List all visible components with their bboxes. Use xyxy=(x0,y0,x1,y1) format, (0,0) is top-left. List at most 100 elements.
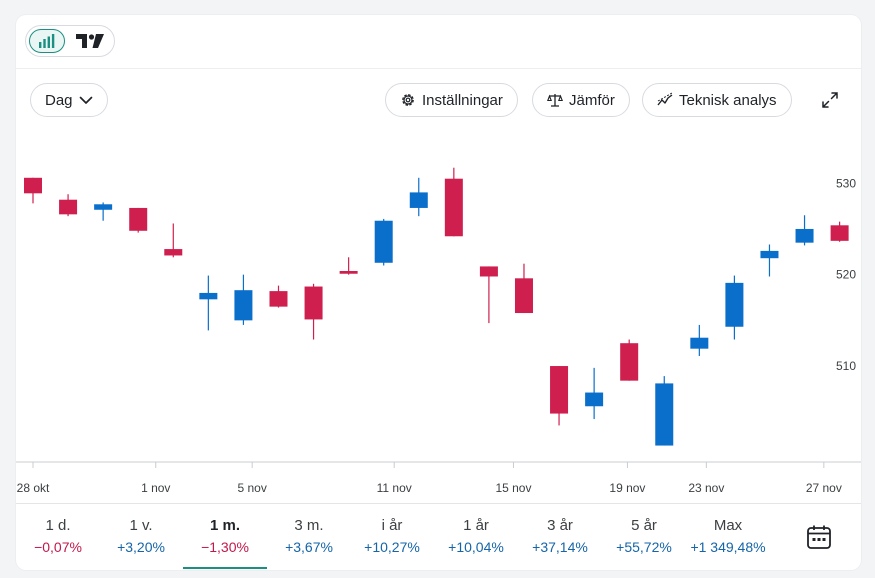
period-tab[interactable]: 3 år +37,14% xyxy=(518,504,602,570)
technical-analysis-label: Teknisk analys xyxy=(679,91,777,109)
candle xyxy=(164,223,183,258)
period-tab-change: +10,04% xyxy=(448,539,504,555)
candle xyxy=(59,194,78,217)
candle-body xyxy=(59,199,78,215)
period-tab-label: Max xyxy=(713,517,743,534)
candle-body xyxy=(234,290,253,321)
period-tab-label: 1 d. xyxy=(45,517,71,534)
candle xyxy=(655,376,674,446)
candle xyxy=(24,177,42,204)
candle-body xyxy=(409,192,428,208)
candle-body xyxy=(830,225,849,241)
period-tab-label: i år xyxy=(381,517,403,534)
period-tab[interactable]: 3 m. +3,67% xyxy=(267,504,351,570)
period-dropdown[interactable]: Dag xyxy=(30,83,108,117)
candle-body xyxy=(655,383,674,446)
candle xyxy=(234,274,253,325)
candle xyxy=(199,275,218,331)
x-tick-label: 23 nov xyxy=(688,481,724,495)
x-tick-labels: 28 okt 1 nov 5 nov 11 nov 15 nov 19 nov 23 nov… xyxy=(17,462,842,495)
chart-view-button[interactable] xyxy=(29,29,65,53)
candle-body xyxy=(374,220,393,263)
candle-body xyxy=(514,278,533,314)
candle-body xyxy=(690,337,709,349)
candle-body xyxy=(760,250,779,259)
candle xyxy=(409,177,428,217)
period-tab[interactable]: 5 år +55,72% xyxy=(602,504,686,570)
candle xyxy=(94,202,113,221)
technical-analysis-button[interactable]: Teknisk analys xyxy=(642,83,792,117)
period-tab[interactable]: 1 v. +3,20% xyxy=(99,504,183,570)
candle-body xyxy=(164,249,183,256)
x-tick-label: 15 nov xyxy=(495,481,531,495)
candle-body xyxy=(585,392,604,407)
candle-body xyxy=(444,178,463,237)
candle-body xyxy=(269,291,288,307)
fullscreen-button[interactable] xyxy=(821,91,839,114)
chart-card: Dag Inställningar Jämför Teknisk analys xyxy=(16,15,861,570)
candle xyxy=(479,266,498,324)
candle-body xyxy=(94,204,113,210)
divider xyxy=(16,68,861,69)
scale-icon xyxy=(547,94,563,107)
period-tab-label: 1 v. xyxy=(129,517,153,534)
candle-body xyxy=(129,207,148,231)
candles xyxy=(24,167,849,446)
candle-body xyxy=(725,282,744,327)
settings-button[interactable]: Inställningar xyxy=(385,83,518,117)
x-tick-label: 5 nov xyxy=(238,481,267,495)
period-tab-change: −0,07% xyxy=(34,539,82,555)
calendar-icon xyxy=(807,525,831,549)
period-tab-change: +10,27% xyxy=(364,539,420,555)
x-tick-label: 28 okt xyxy=(17,481,50,495)
period-tab[interactable]: 1 år +10,04% xyxy=(434,504,518,570)
candle xyxy=(760,244,779,277)
y-tick-label: 510 xyxy=(836,359,856,373)
candle-body xyxy=(199,292,218,300)
candle xyxy=(620,339,639,381)
candle-body xyxy=(479,266,498,277)
period-tab[interactable]: 1 m. −1,30% xyxy=(183,504,267,570)
expand-icon xyxy=(822,92,838,108)
period-tab-label: 1 m. xyxy=(209,517,240,534)
chevron-down-icon xyxy=(79,96,92,104)
gear-icon xyxy=(402,94,414,106)
settings-label: Inställningar xyxy=(422,91,503,109)
candle-body xyxy=(24,177,42,194)
candle-body xyxy=(550,366,569,414)
period-tabs: 1 d. −0,07% 1 v. +3,20% 1 m. −1,30% 3 m. +3,67%… xyxy=(16,503,861,570)
period-tab-label: 5 år xyxy=(631,517,657,534)
period-tab[interactable]: Max +1 349,48% xyxy=(686,504,770,570)
candle xyxy=(514,263,533,314)
candle xyxy=(830,221,849,242)
calendar-button[interactable] xyxy=(806,524,832,555)
candle-body xyxy=(339,270,358,274)
candle xyxy=(585,367,604,420)
period-tab-change: +1 349,48% xyxy=(690,539,766,555)
y-tick-label: 520 xyxy=(836,268,856,282)
period-tab-label: 1 år xyxy=(463,517,489,534)
period-tab[interactable]: 1 d. −0,07% xyxy=(16,504,100,570)
candle-body xyxy=(304,286,323,320)
period-tab-change: +3,67% xyxy=(285,539,333,555)
period-tab-change: +3,20% xyxy=(117,539,165,555)
candle xyxy=(550,366,569,426)
compare-button[interactable]: Jämför xyxy=(532,83,630,117)
candle xyxy=(444,167,463,237)
trend-line-icon xyxy=(657,92,673,106)
candle xyxy=(269,285,288,308)
view-toggle xyxy=(25,25,115,57)
candle-body xyxy=(620,343,639,381)
candle xyxy=(304,283,323,340)
period-tab-label: 3 år xyxy=(547,517,573,534)
x-tick-label: 27 nov xyxy=(806,481,842,495)
candle-body xyxy=(795,228,814,243)
tradingview-button[interactable] xyxy=(76,34,104,53)
period-tab[interactable]: i år +10,27% xyxy=(350,504,434,570)
candle xyxy=(795,215,814,246)
candle xyxy=(129,207,148,233)
period-tab-change: +55,72% xyxy=(616,539,672,555)
period-tab-change: +37,14% xyxy=(532,539,588,555)
period-tab-label: 3 m. xyxy=(294,517,324,534)
x-tick-label: 11 nov xyxy=(377,481,412,495)
